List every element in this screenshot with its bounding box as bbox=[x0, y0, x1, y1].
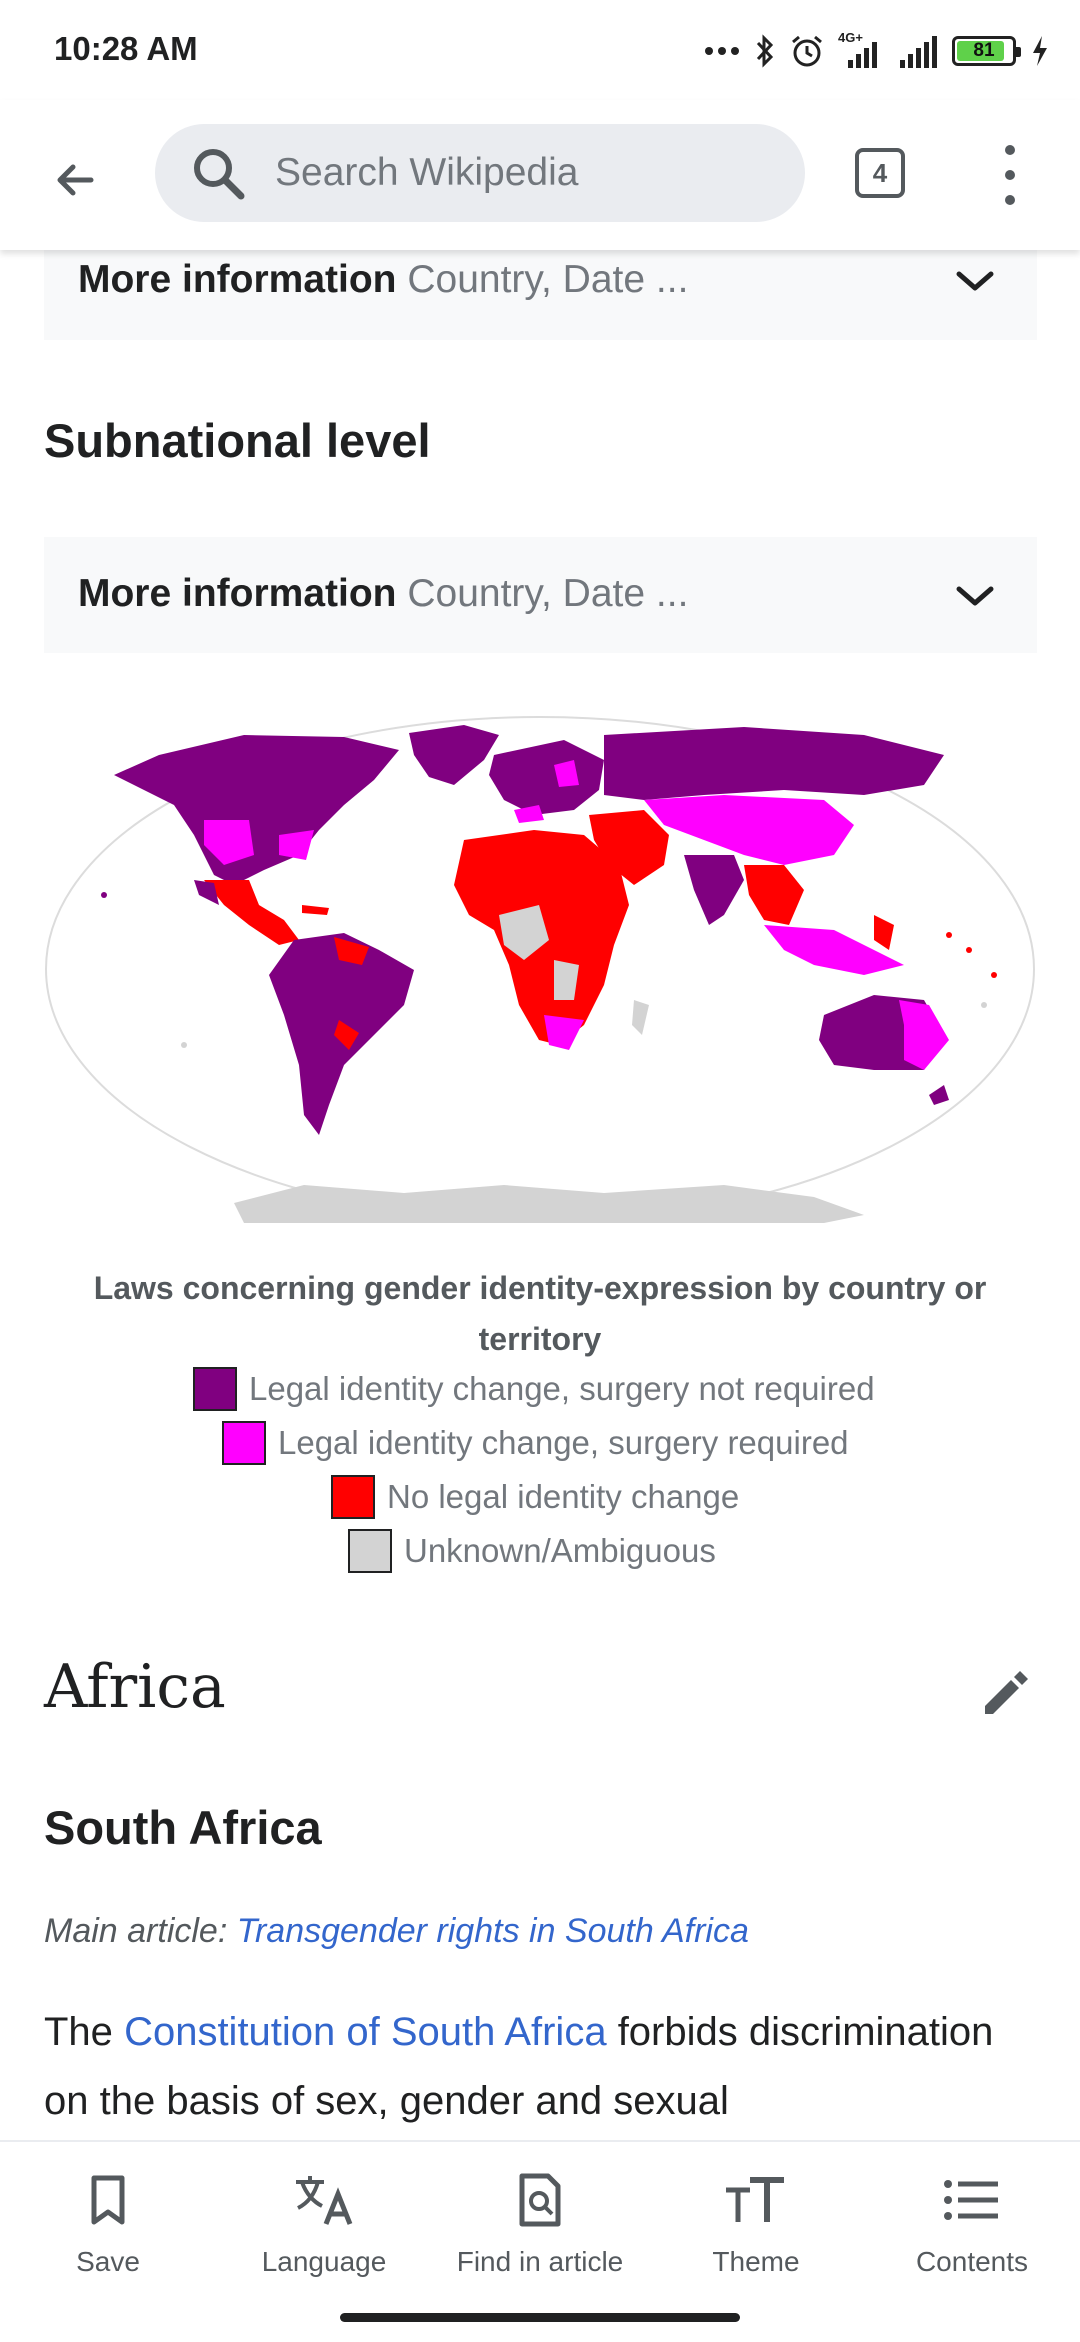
tabs-button[interactable]: 4 bbox=[855, 148, 905, 198]
theme-button[interactable]: Theme bbox=[666, 2172, 846, 2278]
collapsible-table-2[interactable]: More information Country, Date ... bbox=[44, 537, 1037, 653]
legend-swatch bbox=[222, 1421, 266, 1465]
legend-swatch bbox=[348, 1529, 392, 1573]
bluetooth-icon bbox=[756, 34, 774, 68]
legend-item: Unknown/Ambiguous bbox=[348, 1527, 716, 1575]
collapsible-label: More information Country, Date ... bbox=[78, 572, 689, 615]
arrow-left-icon bbox=[57, 164, 94, 196]
chevron-down-icon bbox=[956, 271, 994, 291]
constitution-link[interactable]: Constitution of South Africa bbox=[124, 2010, 607, 2054]
charging-icon bbox=[1033, 36, 1047, 66]
collapsible-table-1[interactable]: More information Country, Date ... bbox=[44, 240, 1037, 340]
battery-fill bbox=[957, 41, 1004, 61]
battery-level: 81 bbox=[973, 40, 995, 61]
subsection-heading-south-africa: South Africa bbox=[44, 1801, 322, 1854]
more-dots-icon bbox=[705, 47, 739, 55]
language-button[interactable]: Language bbox=[234, 2172, 414, 2278]
list-icon bbox=[944, 2180, 998, 2220]
status-time: 10:28 AM bbox=[54, 30, 198, 67]
translate-icon bbox=[296, 2176, 353, 2225]
chevron-down-icon bbox=[956, 586, 994, 606]
search-input[interactable]: Search Wikipedia bbox=[275, 151, 579, 194]
network-type: 4G+ bbox=[838, 30, 884, 68]
world-map-image[interactable] bbox=[44, 715, 1037, 1223]
back-button[interactable] bbox=[40, 145, 110, 215]
legend-item: Legal identity change, surgery required bbox=[222, 1419, 849, 1467]
search-bar[interactable]: Search Wikipedia bbox=[155, 124, 805, 222]
overflow-menu-button[interactable] bbox=[990, 145, 1030, 205]
search-icon bbox=[194, 149, 245, 200]
signal-icon-2 bbox=[900, 36, 937, 68]
app-bar: Search Wikipedia 4 bbox=[0, 100, 1080, 250]
legend-swatch bbox=[331, 1475, 375, 1519]
text-size-icon bbox=[726, 2177, 784, 2222]
bottom-toolbar: Save Language Find in article Theme Cont… bbox=[0, 2140, 1080, 2342]
article-paragraph: The Constitution of South Africa forbids… bbox=[44, 2010, 994, 2123]
legend-item: No legal identity change bbox=[331, 1473, 739, 1521]
edit-pencil-icon[interactable] bbox=[975, 1662, 1035, 1722]
battery-icon: 81 bbox=[952, 36, 1021, 66]
alarm-icon bbox=[792, 35, 822, 67]
main-article-link[interactable]: Transgender rights in South Africa bbox=[236, 1912, 749, 1950]
bookmark-icon bbox=[91, 2175, 125, 2225]
find-in-article-button[interactable]: Find in article bbox=[450, 2172, 630, 2278]
legend-swatch bbox=[193, 1367, 237, 1411]
section-heading-africa: Africa bbox=[44, 1652, 226, 1722]
contents-button[interactable]: Contents bbox=[882, 2172, 1062, 2278]
save-button[interactable]: Save bbox=[18, 2172, 198, 2278]
legend-item: Legal identity change, surgery not requi… bbox=[193, 1365, 875, 1413]
status-icons: 4G+ 81 bbox=[704, 26, 1050, 76]
home-indicator[interactable] bbox=[340, 2313, 740, 2322]
signal-icon bbox=[848, 42, 877, 68]
status-bar: 10:28 AM 4G+ 81 bbox=[0, 0, 1080, 100]
hatnote: Main article: Transgender rights in Sout… bbox=[44, 1912, 749, 1950]
collapsible-label: More information Country, Date ... bbox=[78, 258, 689, 301]
map-caption: Laws concerning gender identity-expressi… bbox=[93, 1270, 987, 1357]
subnational-heading: Subnational level bbox=[44, 414, 431, 467]
find-in-page-icon bbox=[519, 2173, 561, 2227]
